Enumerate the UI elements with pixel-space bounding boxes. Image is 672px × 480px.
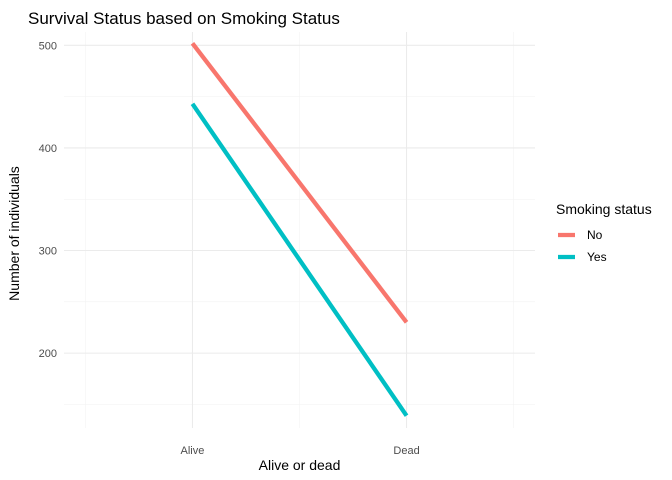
series-line-yes [190,102,409,417]
legend-label-yes: Yes [587,250,607,264]
y-tick-label: 500 [39,40,57,52]
y-axis-title: Number of individuals [6,166,22,301]
legend: Smoking status No Yes [556,201,652,264]
major-grid [64,32,535,428]
legend-label-no: No [587,228,603,242]
y-tick-label: 300 [39,246,57,258]
minor-grid [64,32,535,428]
y-tick-label: 400 [39,143,57,155]
legend-items: No Yes [558,228,607,264]
x-tick-label: Dead [393,445,419,457]
x-axis-ticks: Alive Dead [181,445,420,457]
legend-title: Smoking status [556,201,652,217]
series-line-no [190,41,409,324]
y-tick-label: 200 [39,348,57,360]
series-lines [190,41,409,417]
x-tick-label: Alive [181,445,205,457]
y-axis-ticks: 200 300 400 500 [39,40,57,360]
x-axis-title: Alive or dead [259,457,341,473]
chart-title: Survival Status based on Smoking Status [28,9,340,28]
